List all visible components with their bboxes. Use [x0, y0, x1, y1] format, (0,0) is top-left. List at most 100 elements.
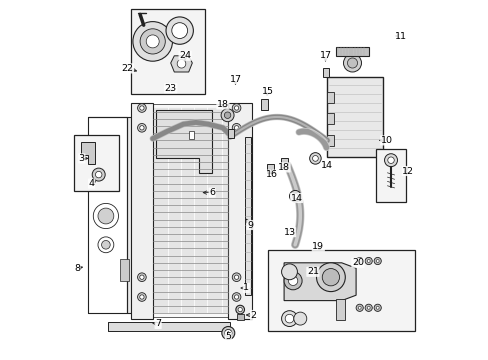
Text: 10: 10 — [380, 136, 392, 145]
Circle shape — [365, 304, 371, 311]
Circle shape — [288, 276, 297, 285]
Circle shape — [232, 273, 241, 282]
Circle shape — [234, 106, 238, 110]
Text: 22: 22 — [121, 64, 133, 73]
Circle shape — [137, 293, 146, 301]
Circle shape — [284, 272, 302, 290]
Circle shape — [232, 123, 241, 132]
Circle shape — [355, 304, 363, 311]
Text: 1: 1 — [243, 284, 249, 292]
Bar — [73, 135, 118, 191]
Circle shape — [375, 260, 378, 262]
Circle shape — [312, 156, 318, 161]
Text: 11: 11 — [394, 32, 407, 41]
Circle shape — [343, 54, 361, 72]
Circle shape — [316, 263, 345, 292]
Text: 19: 19 — [312, 242, 324, 251]
Bar — [326, 113, 334, 124]
Circle shape — [292, 193, 298, 199]
Text: 7: 7 — [155, 320, 161, 328]
Text: 14: 14 — [321, 161, 333, 170]
Circle shape — [238, 307, 242, 312]
Polygon shape — [170, 56, 192, 72]
Text: 24: 24 — [179, 51, 191, 60]
Circle shape — [366, 260, 369, 262]
Bar — [107, 322, 230, 331]
Text: 23: 23 — [164, 84, 176, 93]
Circle shape — [93, 203, 118, 229]
Bar — [336, 299, 345, 320]
Circle shape — [98, 208, 114, 224]
Bar — [260, 99, 267, 110]
Circle shape — [92, 168, 105, 181]
Bar — [152, 104, 228, 317]
Text: 16: 16 — [265, 170, 277, 179]
Circle shape — [177, 59, 185, 68]
Circle shape — [232, 104, 241, 112]
Bar — [322, 68, 329, 77]
Circle shape — [222, 327, 234, 339]
Circle shape — [293, 312, 306, 325]
Text: 5: 5 — [225, 332, 231, 341]
Circle shape — [133, 22, 172, 61]
Bar — [131, 9, 204, 94]
Circle shape — [140, 275, 144, 279]
Circle shape — [365, 257, 371, 265]
Text: 2: 2 — [250, 310, 256, 320]
Circle shape — [171, 23, 187, 39]
Circle shape — [387, 157, 393, 163]
Circle shape — [224, 112, 230, 118]
Circle shape — [235, 305, 244, 314]
Text: 18: 18 — [217, 100, 228, 109]
Bar — [228, 103, 251, 319]
Circle shape — [137, 123, 146, 132]
Text: 14: 14 — [290, 194, 302, 202]
Bar — [244, 137, 250, 295]
Text: 3: 3 — [79, 154, 85, 163]
Text: 4: 4 — [88, 179, 94, 188]
Bar — [131, 103, 152, 319]
Circle shape — [281, 264, 297, 280]
Circle shape — [98, 237, 114, 253]
Polygon shape — [284, 263, 355, 301]
Text: 8: 8 — [74, 264, 80, 273]
Bar — [326, 135, 334, 146]
Polygon shape — [88, 117, 133, 313]
Circle shape — [322, 269, 339, 286]
Circle shape — [375, 306, 378, 309]
Bar — [227, 129, 234, 138]
Bar — [281, 158, 287, 167]
Circle shape — [373, 257, 381, 265]
Circle shape — [137, 273, 146, 282]
Circle shape — [224, 329, 231, 337]
Circle shape — [347, 58, 357, 68]
Text: 17: 17 — [319, 51, 331, 60]
Circle shape — [373, 304, 381, 311]
Text: 6: 6 — [209, 188, 215, 197]
Circle shape — [221, 109, 234, 122]
Bar — [120, 259, 129, 281]
Text: 15: 15 — [262, 87, 273, 96]
Text: 17: 17 — [229, 75, 241, 84]
Text: 21: 21 — [306, 267, 318, 276]
Circle shape — [309, 153, 321, 164]
Bar — [375, 149, 406, 202]
Circle shape — [358, 260, 361, 262]
Circle shape — [285, 314, 293, 323]
Circle shape — [234, 275, 238, 279]
Circle shape — [137, 104, 146, 112]
Circle shape — [355, 257, 363, 265]
Circle shape — [140, 106, 144, 110]
Text: 20: 20 — [351, 258, 363, 267]
Circle shape — [146, 35, 159, 48]
Bar — [188, 131, 194, 139]
Text: 13: 13 — [283, 228, 295, 237]
Text: 18: 18 — [278, 163, 289, 172]
Circle shape — [140, 29, 165, 54]
Circle shape — [232, 293, 241, 301]
Bar — [326, 92, 334, 103]
Circle shape — [234, 126, 238, 130]
Bar — [236, 314, 244, 320]
Circle shape — [384, 154, 397, 167]
Polygon shape — [107, 322, 117, 331]
